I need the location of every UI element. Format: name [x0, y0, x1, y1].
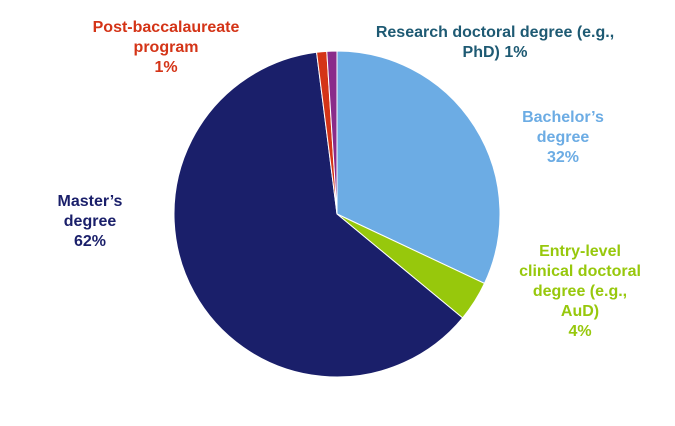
pie-label-master-s-degree: Master’s degree 62%	[58, 193, 123, 250]
pie-slice-bachelor-s-degree	[336, 50, 501, 285]
pie-label-line: 1%	[154, 59, 177, 76]
pie-label-line: clinical doctoral	[519, 263, 641, 280]
pie-label-line: 4%	[568, 323, 591, 340]
pie-label-research-doctoral-degree-e-g-phd: Research doctoral degree (e.g., PhD) 1%	[376, 24, 614, 61]
pie-label-line: degree (e.g.,	[533, 283, 627, 300]
pie-label-line: 32%	[547, 149, 579, 166]
pie-label-line: PhD) 1%	[463, 44, 528, 61]
pie-label-line: 62%	[74, 233, 106, 250]
pie-label-line: Research doctoral degree (e.g.,	[376, 24, 614, 41]
pie-label-line: Post-baccalaureate	[93, 19, 240, 36]
pie-labels: Bachelor’s degree 32% Entry-level clinical d…	[58, 19, 641, 340]
pie-label-post-baccalaureate-program: Post-baccalaureate program 1%	[93, 19, 240, 76]
pie-label-line: degree	[64, 213, 117, 230]
pie-slice-master-s-degree	[173, 51, 464, 378]
pie-label-line: program	[134, 39, 199, 56]
pie-label-line: degree	[537, 129, 590, 146]
pie-slices	[173, 50, 501, 378]
pie-label-line: Master’s	[58, 193, 123, 210]
pie-label-line: AuD)	[561, 303, 599, 320]
pie-slice-research-doctoral-degree-e-g-phd	[326, 50, 338, 215]
pie-label-line: Bachelor’s	[522, 109, 604, 126]
pie-label-bachelor-s-degree: Bachelor’s degree 32%	[522, 109, 604, 166]
pie-label-line: Entry-level	[539, 243, 621, 260]
pie-label-entry-level-clinical-doctoral-degree-e-g-aud: Entry-level clinical doctoral degree (e.g.…	[519, 243, 641, 340]
